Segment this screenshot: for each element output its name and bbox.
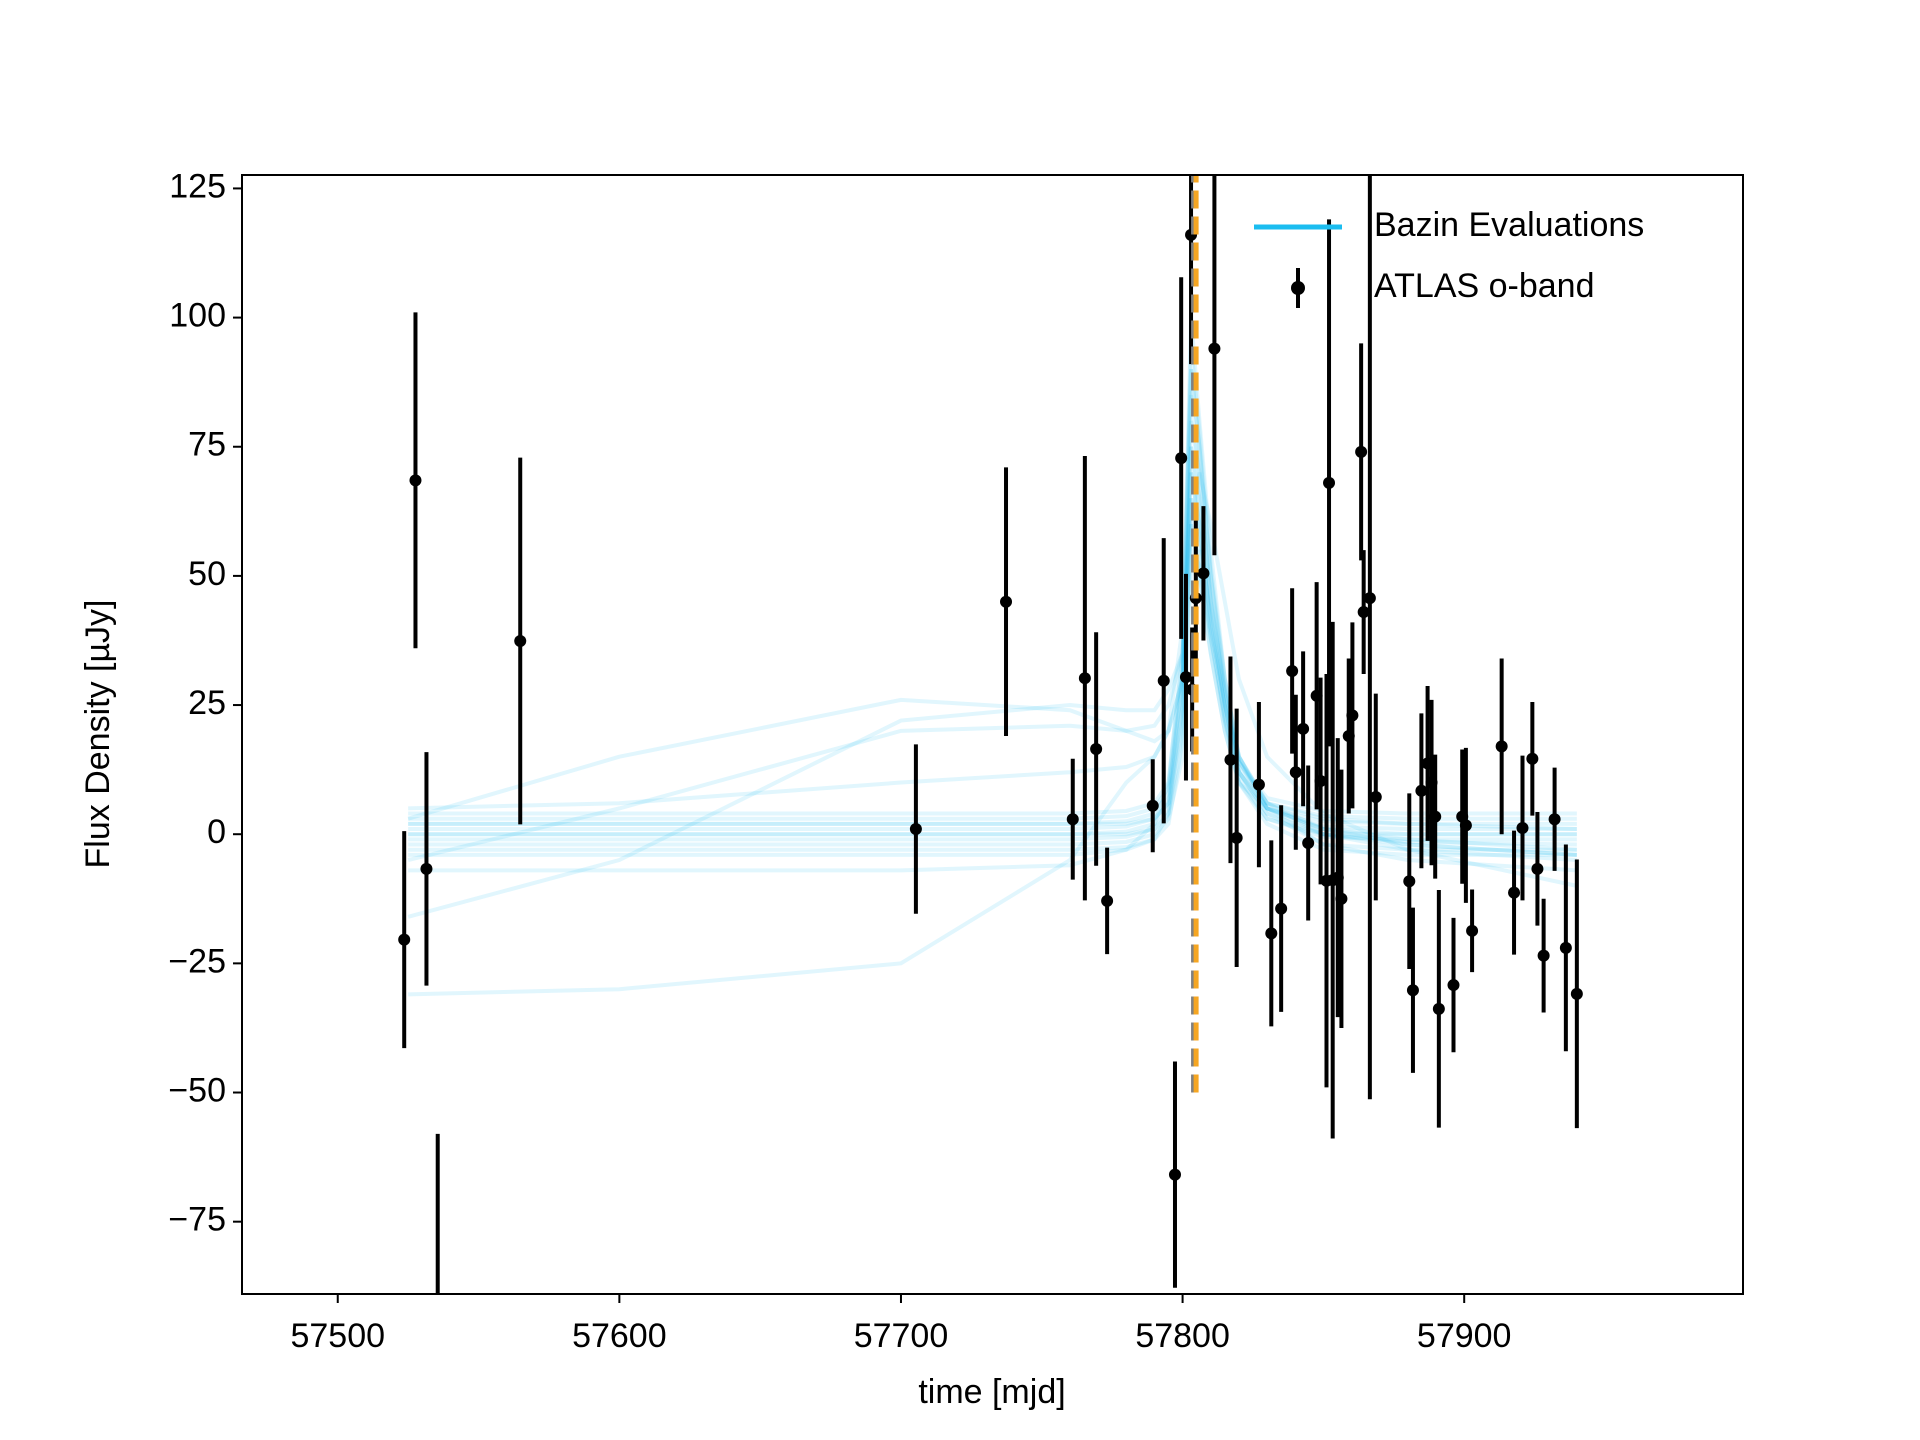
- data-point: [1275, 902, 1288, 915]
- data-point: [1302, 836, 1315, 849]
- data-point: [1570, 987, 1583, 1000]
- y-tick-label: 50: [188, 555, 226, 593]
- y-tick-label: 25: [188, 684, 226, 722]
- x-tick-label: 57600: [572, 1317, 667, 1355]
- data-point: [1197, 567, 1210, 580]
- data-point: [1559, 941, 1572, 954]
- model-curve: [408, 343, 1577, 837]
- model-curve: [408, 523, 1577, 997]
- plot-area: [398, 175, 1583, 1331]
- data-point: [1429, 810, 1442, 823]
- y-axis-label: Flux Density [µJy]: [79, 600, 117, 869]
- y-tick-label: 75: [188, 426, 226, 464]
- y-tick-label: 100: [169, 297, 226, 335]
- data-point: [1175, 452, 1188, 465]
- data-point: [1208, 342, 1221, 355]
- legend-label: Bazin Evaluations: [1374, 206, 1644, 244]
- data-point: [1168, 1168, 1181, 1181]
- data-point: [1415, 784, 1428, 797]
- y-tick-label: −75: [168, 1201, 226, 1239]
- x-tick-label: 57900: [1417, 1317, 1512, 1355]
- data-point: [1531, 862, 1544, 875]
- model-curve: [408, 369, 1577, 832]
- model-curve: [408, 542, 1577, 852]
- data-point: [1516, 822, 1529, 835]
- data-point: [1466, 924, 1479, 937]
- model-curve: [407, 446, 1577, 852]
- model-curve: [408, 472, 1577, 857]
- data-point: [1526, 752, 1539, 765]
- x-tick-label: 57700: [854, 1317, 949, 1355]
- data-point: [1355, 445, 1368, 458]
- model-curve: [407, 498, 1577, 919]
- data-point: [909, 823, 922, 836]
- legend-label: ATLAS o-band: [1374, 267, 1595, 305]
- data-point: [1297, 722, 1310, 735]
- model-curve: [408, 420, 1577, 826]
- data-point: [1403, 875, 1416, 888]
- data-point: [1363, 592, 1376, 605]
- model-curve: [408, 549, 1577, 847]
- data-point: [1537, 949, 1550, 962]
- data-point: [1508, 886, 1521, 899]
- data-point: [1495, 740, 1508, 753]
- data-point: [409, 474, 422, 487]
- model-curve: [407, 472, 1577, 862]
- data-point: [1447, 979, 1460, 992]
- data-point: [1066, 813, 1079, 826]
- model-curve: [408, 369, 1577, 816]
- data-point: [1252, 778, 1265, 791]
- model-curve: [408, 497, 1577, 832]
- data-point: [1459, 819, 1472, 832]
- model-curve: [408, 317, 1577, 873]
- data-point: [1323, 476, 1336, 489]
- data-point: [1369, 791, 1382, 804]
- data-point: [1548, 813, 1561, 826]
- legend-swatch: [1291, 281, 1305, 295]
- y-tick-label: 0: [207, 813, 226, 851]
- data-point: [514, 634, 527, 647]
- data-point: [1157, 674, 1170, 687]
- x-tick-label: 57500: [290, 1317, 385, 1355]
- data-point: [420, 862, 433, 875]
- x-axis-label: time [mjd]: [918, 1373, 1065, 1411]
- x-tick-label: 57800: [1135, 1317, 1230, 1355]
- data-point: [432, 1319, 444, 1331]
- data-point: [1101, 894, 1114, 907]
- data-point: [1335, 892, 1348, 905]
- axes-frame: [241, 174, 1744, 1295]
- data-point: [1090, 742, 1103, 755]
- data-point: [1346, 709, 1359, 722]
- data-point: [1265, 927, 1278, 940]
- data-point: [1406, 984, 1419, 997]
- data-point: [1078, 672, 1091, 685]
- data-point: [1357, 606, 1370, 619]
- data-point: [1286, 664, 1299, 677]
- model-curve: [408, 446, 1577, 842]
- model-curve: [408, 523, 1577, 837]
- y-tick-label: −25: [168, 942, 226, 980]
- y-tick-label: 125: [169, 167, 226, 205]
- data-point: [1289, 766, 1302, 779]
- data-point: [1179, 671, 1192, 684]
- model-curve: [408, 394, 1577, 821]
- model-curve: [408, 472, 1578, 888]
- data-point: [1230, 831, 1243, 844]
- data-point: [1224, 753, 1237, 766]
- y-tick-label: −50: [168, 1072, 226, 1110]
- data-point: [1000, 595, 1013, 608]
- data-point: [1432, 1002, 1445, 1015]
- data-point: [1314, 774, 1327, 787]
- data-point: [1146, 799, 1159, 812]
- data-point: [398, 933, 411, 946]
